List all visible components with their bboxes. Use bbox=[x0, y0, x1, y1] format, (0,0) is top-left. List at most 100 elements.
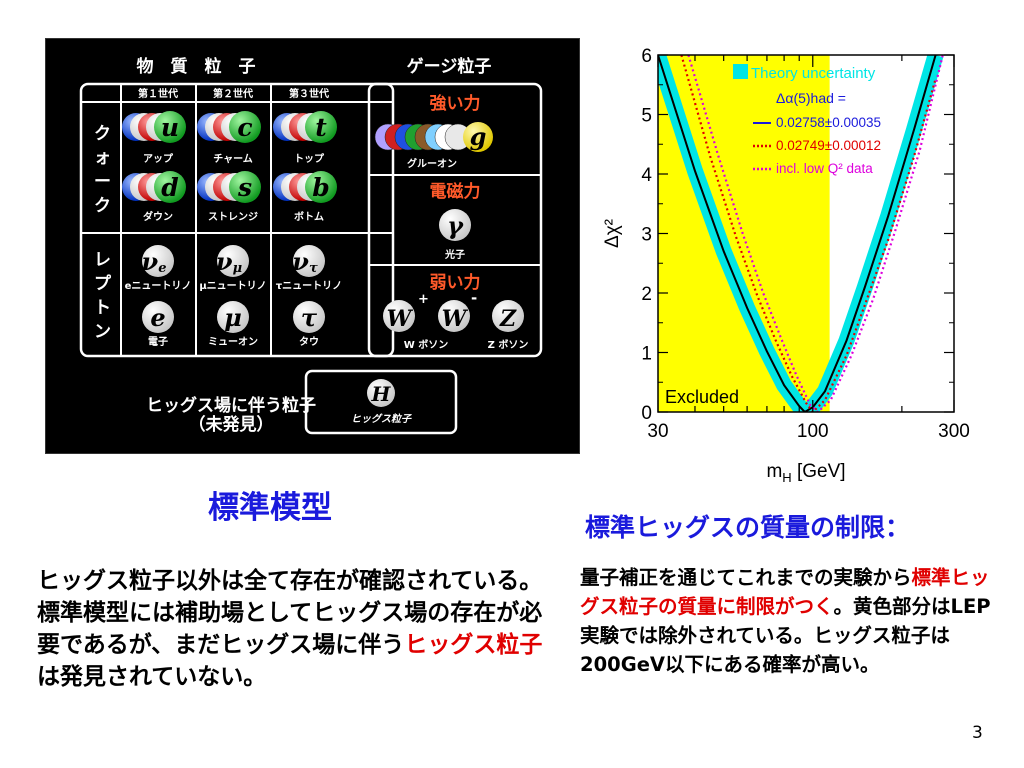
quark-label-char: ク bbox=[94, 124, 111, 144]
quark-ball-icon bbox=[305, 171, 337, 203]
gauge-box bbox=[367, 82, 543, 358]
legend-entry-label: 0.02749±0.00012 bbox=[776, 138, 881, 153]
theory-legend-label: Theory uncertainty bbox=[751, 65, 876, 82]
particle-table-graphic: 物 質 粒 子 ゲージ粒子 第１世代 第２世代 第３世代 クォーク レプトン u… bbox=[79, 56, 543, 435]
quark-u: u アップ bbox=[122, 111, 186, 165]
quark-d: d ダウン bbox=[122, 171, 186, 223]
quark-symbol: d bbox=[161, 173, 178, 202]
lepton-category-label: レプトン bbox=[94, 250, 112, 342]
quark-ball-icon bbox=[229, 171, 261, 203]
quark-ball-icon bbox=[229, 111, 261, 143]
lepton-2: νμ μニュートリノ bbox=[199, 245, 267, 292]
lepton-ball-icon bbox=[217, 301, 249, 333]
right-text-part1: 量子補正を通じてこれまでの実験から bbox=[580, 566, 912, 589]
y-tick-label: 6 bbox=[641, 46, 652, 67]
quark-name: アップ bbox=[143, 152, 174, 165]
z-boson-name: Z ボソン bbox=[488, 338, 529, 351]
w-minus-icon bbox=[438, 300, 470, 332]
x-tick-label: 300 bbox=[938, 421, 970, 442]
lepton-1: νe eニュートリノ bbox=[125, 245, 192, 292]
lepton-label-char: プ bbox=[94, 273, 112, 294]
y-tick-label: 4 bbox=[641, 165, 652, 186]
quark-ball-icon bbox=[305, 111, 337, 143]
gluon-icon: g bbox=[374, 122, 493, 152]
photon-name: 光子 bbox=[444, 248, 465, 261]
y-axis-label: Δχ² bbox=[602, 219, 623, 248]
higgs-field-line1: ヒッグス場に伴う粒子 bbox=[146, 395, 316, 416]
x-tick-label: 30 bbox=[647, 421, 668, 442]
quark-name: チャーム bbox=[213, 153, 253, 165]
photon-icon bbox=[439, 209, 471, 241]
gluon-ball-icon bbox=[463, 122, 493, 152]
x-tick-label: 100 bbox=[797, 421, 829, 442]
w-plus-sign: + bbox=[418, 292, 429, 307]
lepton-ball-icon bbox=[142, 301, 174, 333]
lepton-name: τニュートリノ bbox=[276, 280, 342, 292]
quark-ball-icon bbox=[154, 111, 186, 143]
lepton-symbol: νμ bbox=[216, 247, 243, 276]
w-minus-symbol: W bbox=[442, 306, 469, 332]
matter-box bbox=[79, 82, 395, 358]
theory-legend-swatch bbox=[733, 64, 748, 79]
svg-text:レプトン: レプトン bbox=[94, 250, 112, 342]
lepton-name: μニュートリノ bbox=[199, 280, 266, 292]
w-boson-name: W ボソン bbox=[404, 338, 449, 351]
lepton-name: eニュートリノ bbox=[125, 280, 192, 292]
series-line-3 bbox=[687, 55, 944, 412]
gluon-symbol: g bbox=[470, 122, 487, 151]
lepton-3: ντ τニュートリノ bbox=[276, 245, 342, 292]
lepton-symbol: μ bbox=[224, 303, 242, 332]
higgs-symbol: H bbox=[371, 382, 392, 406]
alpha-header: Δα(5)had = bbox=[776, 90, 846, 106]
lepton-5: μ ミューオン bbox=[208, 301, 258, 348]
quark-name: トップ bbox=[294, 152, 325, 165]
higgs-name: ヒッグス粒子 bbox=[351, 413, 412, 425]
higgs-field-line2: （未発見） bbox=[189, 414, 274, 435]
lepton-symbol: νe bbox=[142, 247, 167, 276]
w-plus-icon bbox=[383, 300, 415, 332]
y-tick-label: 3 bbox=[641, 225, 652, 246]
quark-label-char: ク bbox=[94, 196, 111, 216]
y-tick-label: 5 bbox=[641, 106, 652, 127]
excluded-label: Excluded bbox=[665, 387, 739, 407]
em-force-label: 電磁力 bbox=[430, 181, 481, 202]
left-text-part1: ヒッグス粒子以外は全て存在が確認されている。標準模型には補助場としてヒッグス場の… bbox=[37, 568, 543, 658]
quark-s: s ストレンジ bbox=[197, 171, 261, 223]
gen1-label: 第１世代 bbox=[138, 87, 178, 100]
right-title: 標準ヒッグスの質量の制限： bbox=[585, 513, 911, 542]
x-axis-label: mH [GeV] bbox=[766, 461, 845, 485]
lepton-label-char: レ bbox=[94, 250, 111, 270]
lepton-ball-icon bbox=[217, 245, 249, 277]
chart-svg: 0 1 2 3 4 5 6 30 100 300 mH [GeV] Δχ² Excluded Theory… bbox=[602, 46, 970, 485]
standard-model-diagram: 物 質 粒 子 ゲージ粒子 第１世代 第２世代 第３世代 クォーク レプトン u… bbox=[45, 38, 580, 454]
quark-name: ボトム bbox=[294, 210, 324, 223]
quark-symbol: u bbox=[161, 113, 179, 142]
lepton-4: e 電子 bbox=[142, 301, 174, 348]
right-text-highlight: 標準ヒッグス粒子の質量に制限がつく bbox=[580, 566, 990, 618]
series-line-2 bbox=[680, 55, 937, 412]
higgs-icon bbox=[367, 379, 395, 407]
page-number: 3 bbox=[972, 723, 983, 743]
quark-label-char: ー bbox=[94, 172, 111, 192]
z-icon bbox=[492, 300, 524, 332]
photon-symbol: γ bbox=[447, 211, 464, 240]
quark-t: t トップ bbox=[273, 111, 337, 165]
y-tick-label: 2 bbox=[641, 284, 652, 305]
y-tick-label: 0 bbox=[641, 403, 652, 424]
quark-symbol: c bbox=[237, 113, 252, 142]
quark-c: c チャーム bbox=[197, 111, 261, 165]
lepton-symbol: τ bbox=[301, 303, 318, 332]
lepton-label-char: ン bbox=[94, 322, 111, 342]
right-body-text: 量子補正を通じてこれまでの実験から標準ヒッグス粒子の質量に制限がつく。黄色部分は… bbox=[580, 563, 1000, 679]
lepton-ball-icon bbox=[293, 301, 325, 333]
lepton-ball-icon bbox=[293, 245, 325, 277]
quark-category-label: クォーク bbox=[94, 124, 111, 216]
left-body-text: ヒッグス粒子以外は全て存在が確認されている。標準模型には補助場としてヒッグス場の… bbox=[37, 565, 557, 693]
lepton-label-char: ト bbox=[94, 298, 111, 318]
y-tick-label: 1 bbox=[641, 344, 652, 365]
left-text-highlight: ヒッグス粒子 bbox=[404, 632, 543, 658]
gen3-label: 第３世代 bbox=[289, 87, 329, 100]
lepton-name: ミューオン bbox=[208, 336, 258, 348]
lepton-name: 電子 bbox=[148, 336, 168, 348]
series-line-1 bbox=[658, 55, 937, 412]
